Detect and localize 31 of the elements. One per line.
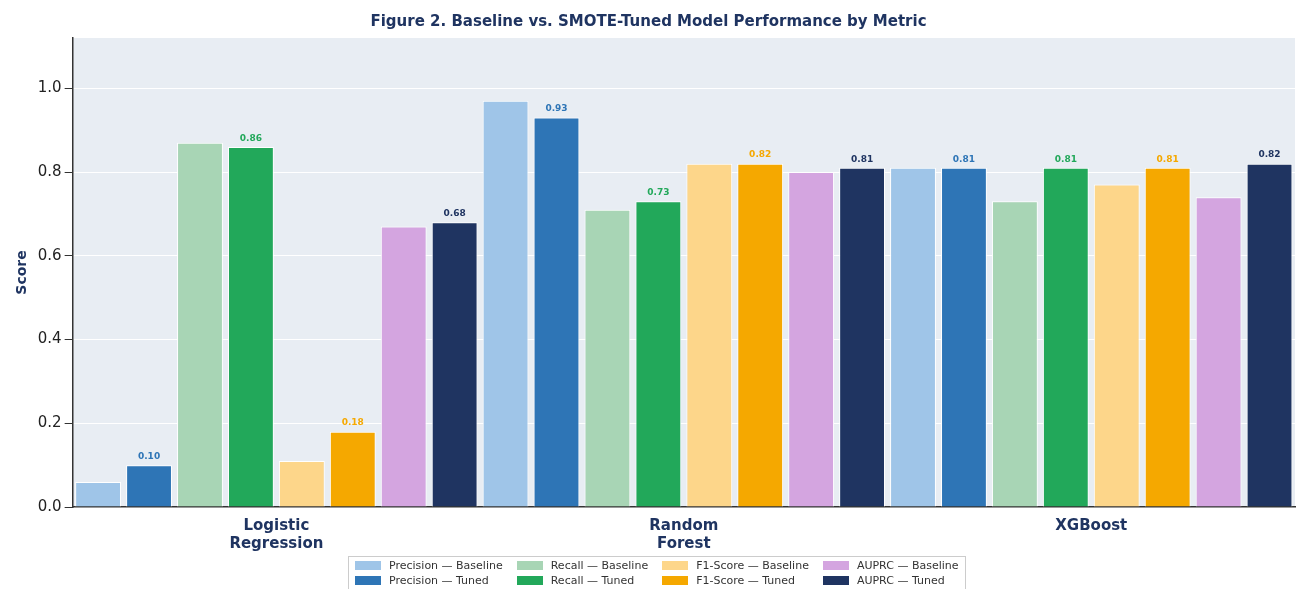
y-tick-label: 0.2 <box>37 413 62 432</box>
legend-label: Recall — Baseline <box>550 559 649 572</box>
data-label: 0.81 <box>952 153 976 164</box>
y-tick-label: 0.4 <box>37 329 62 348</box>
y-tick-label: 0.6 <box>37 245 62 264</box>
data-label: 0.81 <box>1156 153 1179 164</box>
legend-label: Precision — Tuned <box>389 574 489 587</box>
x-tick-label: XGBoost <box>1055 515 1128 534</box>
x-tick-label: Random Forest <box>649 515 719 552</box>
data-label: 0.10 <box>137 450 161 461</box>
data-label: 0.82 <box>749 149 772 160</box>
y-tick-label: 0.0 <box>37 496 62 515</box>
y-tick-label: 1.0 <box>37 78 62 97</box>
legend-label: Precision — Baseline <box>389 559 503 572</box>
data-label: 0.68 <box>443 208 466 219</box>
x-tick-label: Logistic Regression <box>229 515 324 552</box>
legend-label: F1-Score — Tuned <box>696 574 796 587</box>
data-label: 0.81 <box>1054 153 1077 164</box>
data-label: 0.86 <box>239 132 263 143</box>
chart-title: Figure 2. Baseline vs. SMOTE-Tuned Model Performance by Metric <box>369 12 928 30</box>
data-label: 0.93 <box>545 103 568 114</box>
data-label: 0.82 <box>1258 149 1281 160</box>
legend-label: F1-Score — Baseline <box>696 559 809 572</box>
data-label: 0.73 <box>647 187 670 198</box>
data-label: 0.81 <box>850 153 874 164</box>
y-tick-label: 0.8 <box>37 161 62 180</box>
data-label: 0.18 <box>341 417 364 428</box>
y-axis-title: Score <box>13 250 30 295</box>
legend-label: AUPRC — Baseline <box>856 559 959 572</box>
legend-label: Recall — Tuned <box>550 574 635 587</box>
legend-label: AUPRC — Tuned <box>856 574 945 587</box>
